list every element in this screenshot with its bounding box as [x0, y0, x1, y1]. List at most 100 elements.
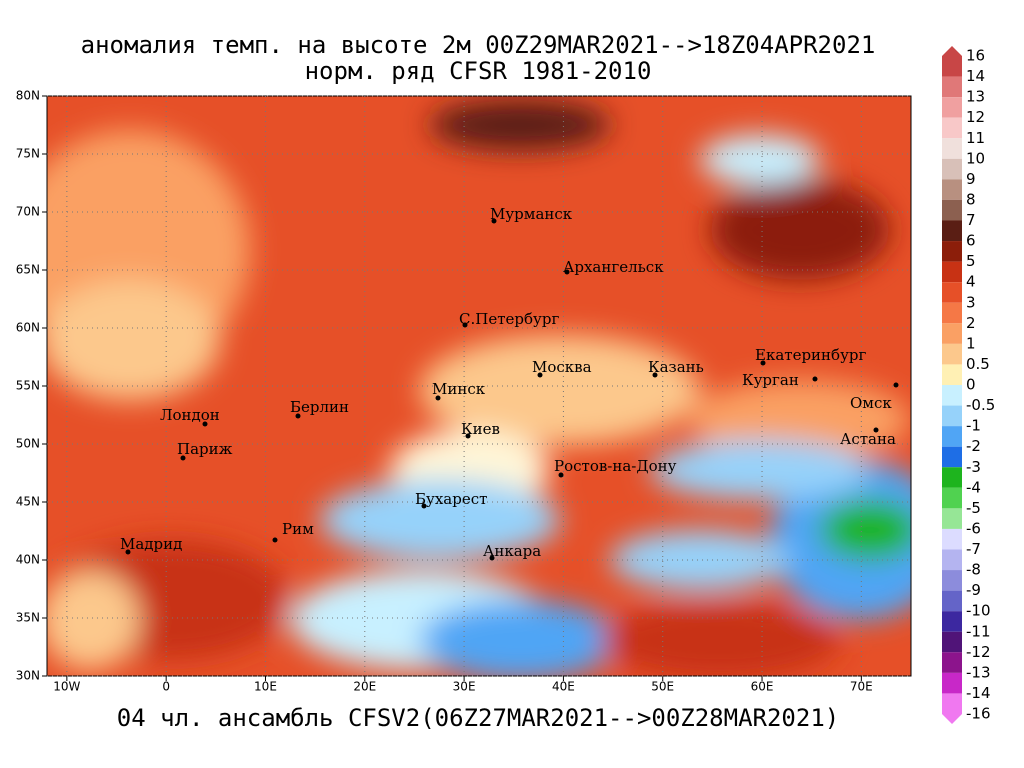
x-tick-label: 60E: [751, 680, 774, 694]
city-label: Киев: [461, 420, 500, 438]
colorbar-label: -9: [966, 581, 981, 599]
colorbar-label: -0.5: [966, 396, 995, 414]
city-label: Казань: [648, 358, 704, 376]
city-label: Архангельск: [563, 258, 664, 276]
colorbar-box: [942, 220, 962, 242]
colorbar-label: -3: [966, 458, 981, 476]
colorbar-box: [942, 467, 962, 488]
city-dot: [652, 372, 658, 378]
colorbar-label: -11: [966, 622, 991, 640]
y-tick-label: 70N: [16, 205, 40, 219]
city-label: Астана: [840, 430, 896, 448]
colorbar-label: -10: [966, 602, 991, 620]
colorbar-label: 9: [966, 170, 976, 188]
y-tick-label: 35N: [16, 611, 40, 625]
colorbar-label: 4: [966, 273, 976, 291]
colorbar-label: -7: [966, 540, 981, 558]
city-label: Анкара: [483, 542, 541, 560]
x-tick-label: 30E: [453, 680, 476, 694]
colorbar-label: 0: [966, 376, 976, 394]
colorbar-box: [942, 570, 962, 591]
colorbar-box: [942, 508, 962, 529]
y-tick-label: 75N: [16, 147, 40, 161]
subtitle: норм. ряд CFSR 1981-2010: [305, 57, 652, 85]
city-label: Лондон: [160, 406, 220, 424]
colorbar-label: -8: [966, 561, 981, 579]
city-label: Мурманск: [490, 205, 573, 223]
colorbar-box: [942, 652, 962, 673]
y-tick-label: 65N: [16, 263, 40, 277]
colorbar-cap: [942, 714, 962, 724]
x-tick-label: 10E: [254, 680, 277, 694]
city-dot: [812, 376, 818, 382]
colorbar-label: -1: [966, 417, 981, 435]
footer: 04 чл. ансамбль CFSV2(06Z27MAR2021-->00Z…: [117, 704, 839, 732]
city-dot: [125, 549, 131, 555]
colorbar-label: -14: [966, 684, 991, 702]
colorbar-label: -12: [966, 643, 991, 661]
x-tick-label: 40E: [552, 680, 575, 694]
colorbar-box: [942, 117, 962, 139]
x-tick-label: 20E: [353, 680, 376, 694]
y-tick-label: 55N: [16, 379, 40, 393]
colorbar-box: [942, 323, 962, 344]
city-dot: [489, 555, 495, 561]
colorbar-label: 2: [966, 314, 976, 332]
x-tick-label: 10W: [53, 680, 80, 694]
city-dot: [180, 455, 186, 461]
city-dot: [564, 269, 570, 275]
colorbar-label: -4: [966, 478, 981, 496]
colorbar-label: 11: [966, 129, 985, 147]
y-tick-label: 80N: [16, 89, 40, 103]
city-dot: [760, 360, 766, 366]
colorbar-box: [942, 590, 962, 612]
colorbar-box: [942, 138, 962, 159]
colorbar-label: 13: [966, 88, 985, 106]
colorbar-cap: [942, 46, 962, 56]
city-label: Омск: [850, 394, 892, 412]
city-label: Курган: [742, 371, 799, 389]
city-label: Мадрид: [120, 535, 182, 553]
colorbar-box: [942, 343, 962, 365]
city-dot: [558, 472, 564, 478]
city-dot: [873, 427, 879, 433]
colorbar-label: 8: [966, 190, 976, 208]
city-label: Минск: [432, 380, 486, 398]
colorbar-box: [942, 611, 962, 632]
city-dot: [202, 421, 208, 427]
colorbar-box: [942, 199, 962, 221]
colorbar-label: 0.5: [966, 355, 990, 373]
city-dot: [491, 218, 497, 224]
city-dot: [435, 395, 441, 401]
y-tick-label: 50N: [16, 437, 40, 451]
colorbar-box: [942, 282, 962, 303]
colorbar-label: 5: [966, 252, 976, 270]
city-label: Бухарест: [415, 490, 487, 508]
city-label: Ростов-на-Дону: [554, 457, 677, 475]
y-tick-label: 60N: [16, 321, 40, 335]
y-tick-label: 45N: [16, 495, 40, 509]
city-dot: [295, 413, 301, 419]
colorbar-box: [942, 241, 962, 262]
colorbar-box: [942, 302, 962, 324]
colorbar-box: [942, 487, 962, 509]
city-dot: [893, 382, 899, 388]
colorbar-label: 14: [966, 67, 985, 85]
colorbar-box: [942, 179, 962, 200]
x-tick-label: 50E: [651, 680, 674, 694]
colorbar-label: -6: [966, 519, 981, 537]
colorbar-label: 1: [966, 334, 976, 352]
colorbar-label: 3: [966, 293, 976, 311]
city-dot: [465, 433, 471, 439]
colorbar-label: 7: [966, 211, 976, 229]
colorbar-box: [942, 76, 962, 98]
colorbar-box: [942, 549, 962, 571]
city-dot: [537, 372, 543, 378]
colorbar-label: 10: [966, 149, 985, 167]
colorbar-box: [942, 364, 962, 385]
colorbar-box: [942, 672, 962, 694]
colorbar-label: 6: [966, 232, 976, 250]
city-dot: [462, 322, 468, 328]
colorbar-box: [942, 528, 962, 550]
